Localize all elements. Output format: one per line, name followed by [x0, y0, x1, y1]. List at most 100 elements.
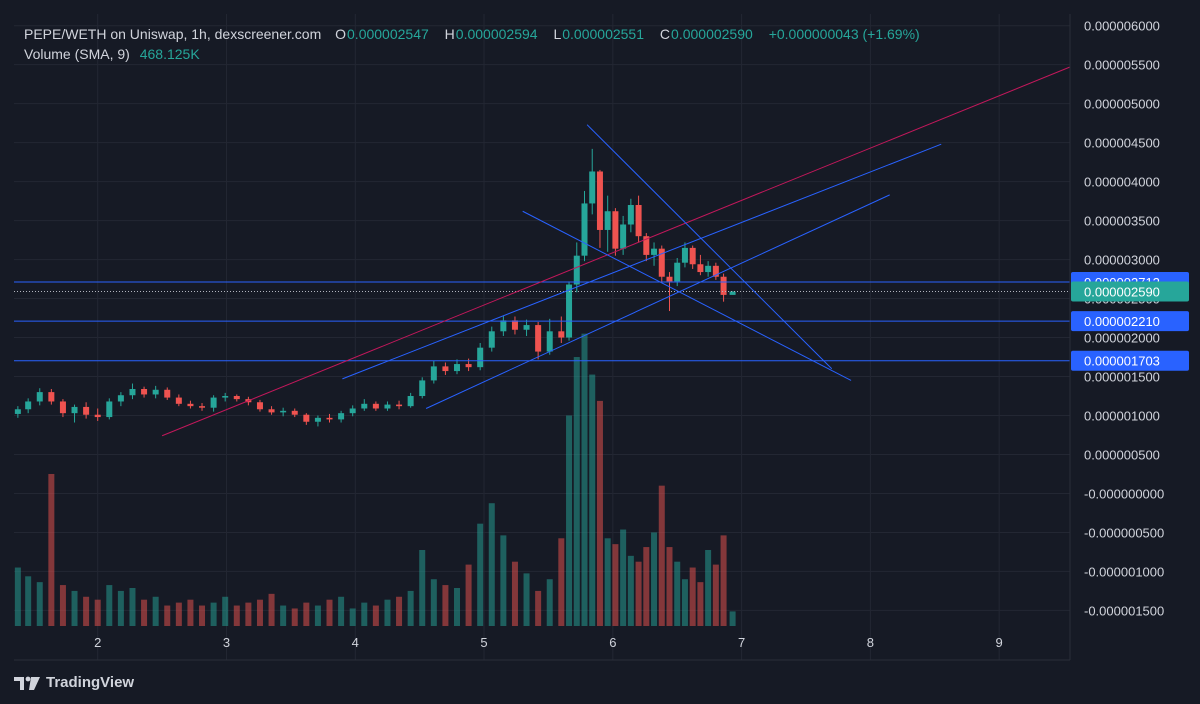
symbol-title[interactable]: PEPE/WETH on Uniswap, 1h, dexscreener.co… — [24, 26, 322, 42]
candle-up — [627, 205, 634, 225]
volume-bar — [689, 567, 696, 626]
y-tick-label: 0.000001500 — [1084, 370, 1160, 385]
volume-bar — [361, 602, 368, 626]
time-axis[interactable]: 2 3 4 5 6 7 8 9 — [94, 635, 1003, 650]
volume-bar — [612, 544, 619, 626]
price-tag-label: 0.000001703 — [1084, 354, 1160, 369]
candle-up — [500, 320, 507, 332]
candle-up — [523, 325, 530, 330]
volume-bar — [596, 400, 603, 626]
low-label: L — [553, 26, 562, 42]
candle-up — [384, 404, 391, 409]
candle-up — [581, 203, 588, 256]
volume-value: 468.125K — [139, 46, 200, 62]
candle-down — [94, 414, 101, 418]
candle-up — [651, 248, 658, 255]
candle-down — [465, 364, 472, 368]
volume-bar — [488, 503, 495, 626]
volume-label[interactable]: Volume (SMA, 9) — [24, 46, 130, 62]
tradingview-brand[interactable]: TradingView — [14, 674, 134, 691]
candle-up — [407, 396, 414, 407]
volume-bar — [511, 561, 518, 626]
x-tick-label: 3 — [223, 635, 230, 650]
volume-bar — [620, 529, 627, 626]
trendline[interactable] — [425, 194, 890, 409]
candle-down — [666, 276, 673, 282]
volume-bar — [658, 485, 665, 626]
candle-down — [596, 171, 603, 230]
volume-bar — [396, 596, 403, 626]
y-tick-label: 0.000005500 — [1084, 58, 1160, 73]
volume-bar — [303, 602, 310, 626]
volume-bar — [326, 599, 333, 626]
volume-bar — [674, 561, 681, 626]
candle-down — [256, 402, 263, 410]
volume-bar — [268, 593, 275, 626]
brand-name: TradingView — [46, 674, 135, 691]
candle-down — [558, 331, 565, 338]
candle-down — [643, 236, 650, 255]
volume-bar — [59, 585, 66, 626]
change-value: +0.000000043 (+1.69%) — [768, 26, 920, 42]
volume-bar — [83, 596, 90, 626]
candle-down — [303, 414, 310, 422]
candle-down — [141, 388, 148, 395]
volume-bar — [666, 547, 673, 626]
x-tick-label: 7 — [738, 635, 745, 650]
candle-down — [59, 401, 66, 414]
volume-bar — [558, 538, 565, 626]
horizontal-levels[interactable] — [14, 281, 1070, 362]
volume-bar — [338, 596, 345, 626]
candle-up — [604, 211, 611, 230]
price-tag-label: 0.000002590 — [1084, 285, 1160, 300]
y-tick-label: -0.000001500 — [1084, 603, 1164, 618]
volume-bar — [705, 549, 712, 626]
y-tick-label: 0.000003500 — [1084, 214, 1160, 229]
candle-down — [48, 392, 55, 402]
low-value: 0.000002551 — [562, 26, 645, 42]
volume-bar — [199, 605, 206, 626]
candle-down — [175, 397, 182, 404]
volume-bar — [442, 585, 449, 626]
candle-up — [477, 347, 484, 368]
y-tick-label: 0.000005000 — [1084, 97, 1160, 112]
volume-row: Volume (SMA, 9) 468.125K — [24, 44, 932, 64]
volume-bar — [681, 579, 688, 626]
trendlines[interactable] — [161, 66, 1071, 437]
trendline[interactable] — [342, 143, 942, 380]
trendline[interactable] — [161, 66, 1071, 437]
trendline[interactable] — [522, 210, 852, 381]
volume-bar — [720, 535, 727, 626]
volume-bar — [635, 561, 642, 626]
candle-up — [117, 395, 124, 402]
x-tick-label: 4 — [352, 635, 359, 650]
y-tick-label: -0.000000500 — [1084, 525, 1164, 540]
volume-bar — [175, 602, 182, 626]
y-tick-label: 0.000000500 — [1084, 447, 1160, 462]
volume-bar — [152, 596, 159, 626]
price-tag — [1071, 281, 1189, 302]
high-label: H — [444, 26, 455, 42]
volume-bar — [349, 608, 356, 626]
volume-bar — [233, 605, 240, 626]
volume-bar — [697, 582, 704, 626]
y-tick-label: 0.000002000 — [1084, 331, 1160, 346]
open-value: 0.000002547 — [347, 26, 429, 42]
trendline[interactable] — [586, 124, 833, 370]
candle-down — [535, 325, 542, 352]
x-tick-label: 2 — [94, 635, 101, 650]
candle-down — [612, 211, 619, 249]
close-value: 0.000002590 — [671, 26, 753, 42]
price-axis[interactable]: 0.000006000 0.000005500 0.000005000 0.00000… — [1084, 19, 1164, 619]
volume-bar — [643, 547, 650, 626]
candle-down — [291, 410, 298, 415]
y-tick-label: -0.000001000 — [1084, 564, 1164, 579]
volume-bar — [314, 605, 321, 626]
candle-up — [488, 331, 495, 348]
volume-bar — [651, 532, 658, 626]
candle-up — [681, 247, 688, 263]
volume-bar — [566, 415, 573, 626]
volume-bar — [164, 605, 171, 626]
x-tick-label: 6 — [609, 635, 616, 650]
